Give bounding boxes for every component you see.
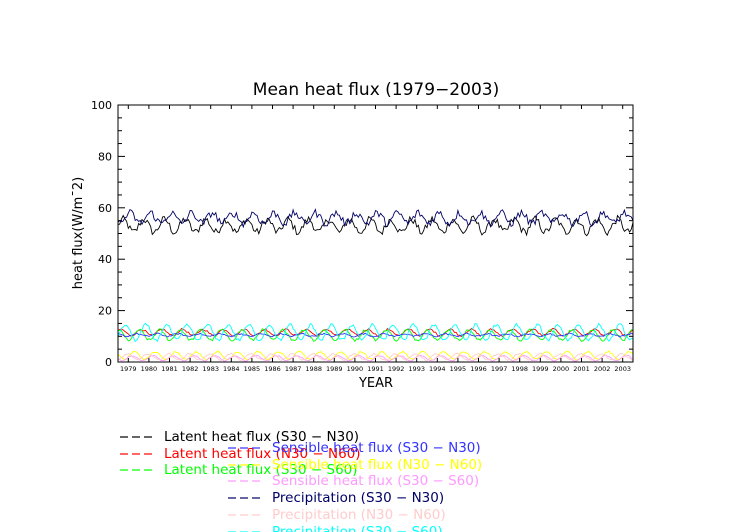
x-tick-label: 1995 [450, 365, 467, 373]
series-line-1 [117, 214, 634, 237]
x-tick-label: 2003 [614, 365, 631, 373]
y-axis: 0 20 40 60 80 100 [91, 99, 633, 369]
x-tick-label: 1981 [161, 365, 178, 373]
legend-entry: Latent heat flux (S30 − S60) [164, 462, 358, 478]
x-tick-label: 2002 [594, 365, 611, 373]
legend-entry: Latent heat flux (S30 − N30) [164, 429, 359, 445]
series-line-6 [117, 354, 634, 362]
series-line-7 [117, 208, 634, 229]
legend: Latent heat flux (S30 − N30)Latent heat … [120, 429, 482, 532]
x-tick-label: 1986 [264, 365, 281, 373]
plot-frame [117, 104, 634, 363]
x-tick-label: 1991 [367, 365, 384, 373]
legend-entry: Sensible heat flux (S30 − N30) [272, 440, 481, 456]
x-axis-label: YEAR [358, 376, 393, 391]
y-tick-label: 20 [98, 305, 112, 318]
legend-entry: Sensible heat flux (N30 − N60) [272, 457, 482, 473]
chart-title: Mean heat flux (1979−2003) [253, 80, 499, 100]
x-tick-label: 1983 [202, 365, 219, 373]
x-tick-label: 1996 [470, 365, 487, 373]
legend-entry: Precipitation (S30 − S60) [272, 524, 443, 532]
x-tick-label: 1990 [347, 365, 364, 373]
y-axis-label: heat flux(W/m¯2) [71, 177, 86, 289]
legend-entry: Precipitation (S30 − N30) [272, 490, 444, 506]
series-layer [117, 208, 634, 362]
x-tick-label: 1980 [141, 365, 158, 373]
series-line-3 [117, 328, 634, 343]
series-line-9 [117, 322, 634, 343]
x-tick-label: 1997 [491, 365, 508, 373]
x-tick-label: 1998 [511, 365, 528, 373]
x-tick-label: 1992 [388, 365, 405, 373]
legend-entry: Latent heat flux (N30 − N60) [164, 446, 361, 462]
y-tick-label: 100 [91, 99, 112, 112]
x-tick-label: 1982 [182, 365, 199, 373]
x-tick-label: 1989 [326, 365, 343, 373]
x-tick-label: 1985 [244, 365, 261, 373]
x-tick-label: 1993 [408, 365, 425, 373]
y-tick-label: 0 [105, 356, 112, 369]
x-tick-label: 1987 [285, 365, 302, 373]
series-line-4 [117, 332, 634, 338]
y-tick-label: 60 [98, 202, 112, 215]
x-tick-label: 1999 [532, 365, 549, 373]
y-tick-label: 80 [98, 150, 112, 163]
y-tick-label: 40 [98, 253, 112, 266]
x-tick-label: 2001 [573, 365, 590, 373]
series-line-8 [117, 352, 634, 362]
x-axis: 1979 1980 1981 1982 1983 1984 1985 1986 1987 1988… [120, 105, 631, 373]
x-tick-label: 1988 [305, 365, 322, 373]
legend-entry: Precipitation (N30 − N60) [272, 507, 446, 523]
x-tick-label: 2000 [553, 365, 570, 373]
x-tick-label: 1984 [223, 365, 240, 373]
x-tick-label: 1994 [429, 365, 446, 373]
legend-entry: Sensible heat flux (S30 − S60) [272, 473, 479, 489]
x-tick-label: 1979 [120, 365, 137, 373]
